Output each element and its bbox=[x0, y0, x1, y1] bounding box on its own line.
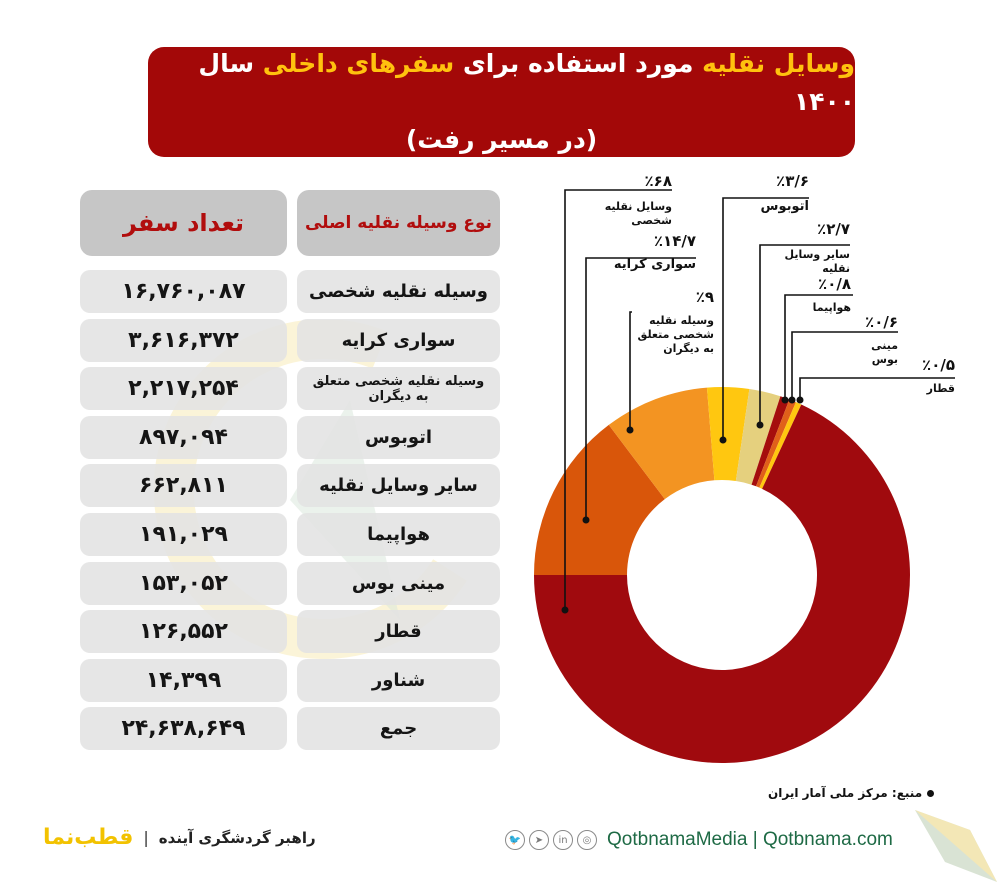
instagram-icon[interactable]: ◎ bbox=[577, 830, 597, 850]
table-row: ۱۵۳,۰۵۲ مینی بوس bbox=[80, 561, 500, 605]
leader-dot bbox=[756, 421, 764, 429]
vehicle-type: مینی بوس bbox=[297, 561, 500, 605]
leader-dot bbox=[719, 436, 727, 444]
leader-dot bbox=[788, 396, 796, 404]
vehicle-type: اتوبوس bbox=[297, 415, 500, 459]
donut-slice bbox=[534, 424, 665, 575]
linkedin-icon[interactable]: in bbox=[553, 830, 573, 850]
trip-count: ۱۴,۳۹۹ bbox=[80, 658, 287, 702]
label-personal: ٪۶۸ وسایل نقلیه شخصی bbox=[604, 172, 672, 227]
leader-line bbox=[791, 331, 898, 400]
table-row: ۶۶۲,۸۱۱ سایر وسایل نقلیه bbox=[80, 464, 500, 508]
trip-count: ۱۵۳,۰۵۲ bbox=[80, 561, 287, 605]
leader-dot bbox=[781, 396, 789, 404]
label-airplane: ٪۰/۸ هواپیما bbox=[812, 275, 851, 314]
tagline: راهبر گردشگری آینده bbox=[158, 828, 316, 847]
header-trip-count: تعداد سفر bbox=[80, 190, 287, 256]
vehicle-type: وسیله نقلیه شخصی متعلق به دیگران bbox=[297, 367, 500, 411]
label-minibus: ٪۰/۶ مینی بوس bbox=[865, 313, 898, 366]
trip-count: ۱۶,۷۶۰,۰۸۷ bbox=[80, 270, 287, 313]
leader-line bbox=[799, 377, 955, 400]
source-note: منبع: مرکز ملی آمار ایران bbox=[768, 786, 935, 800]
donut-svg bbox=[534, 189, 955, 763]
table-row-total: ۲۴,۶۳۸,۶۴۹ جمع bbox=[80, 707, 500, 751]
donut-slice bbox=[735, 389, 781, 485]
vehicle-type: سایر وسایل نقلیه bbox=[297, 464, 500, 508]
brand-footer: قطب‌نما | راهبر گردشگری آینده bbox=[43, 825, 316, 850]
label-others-vehicle: ٪۹ وسیله نقلیه شخصی متعلق به دیگران bbox=[637, 288, 714, 355]
table-header: تعداد سفر نوع وسیله نقلیه اصلی bbox=[80, 190, 500, 256]
title-line-2: (در مسیر رفت) bbox=[405, 125, 598, 154]
vehicle-type: وسیله نقلیه شخصی bbox=[297, 270, 500, 313]
donut-chart: ٪۶۸ وسایل نقلیه شخصی ٪۱۴/۷ سواری کرایه ٪… bbox=[520, 160, 1000, 780]
title-line-1: وسایل نقلیه مورد استفاده برای سفرهای داخ… bbox=[198, 49, 855, 116]
table-row: ۸۹۷,۰۹۴ اتوبوس bbox=[80, 415, 500, 459]
vehicle-type: سواری کرایه bbox=[297, 318, 500, 362]
trip-count: ۲,۲۱۷,۲۵۴ bbox=[80, 367, 287, 411]
donut-slice bbox=[706, 387, 750, 482]
trip-count: ۱۹۱,۰۲۹ bbox=[80, 512, 287, 556]
table-row: ۲,۲۱۷,۲۵۴ وسیله نقلیه شخصی متعلق به دیگر… bbox=[80, 367, 500, 411]
donut-slice bbox=[751, 396, 790, 487]
brand-logo: قطب‌نما bbox=[43, 825, 134, 850]
leader-dot bbox=[561, 606, 569, 614]
separator: | bbox=[143, 828, 149, 847]
leader-line bbox=[784, 294, 853, 400]
label-rental: ٪۱۴/۷ سواری کرایه bbox=[613, 232, 696, 272]
website-handle[interactable]: QotbnamaMedia | Qotbnama.com bbox=[607, 829, 893, 850]
trip-count: ۸۹۷,۰۹۴ bbox=[80, 415, 287, 459]
donut-slice bbox=[534, 404, 910, 763]
vehicle-type: هواپیما bbox=[297, 512, 500, 556]
header-vehicle-type: نوع وسیله نقلیه اصلی bbox=[297, 190, 500, 256]
donut-slice bbox=[608, 387, 715, 500]
trip-count: ۱۲۶,۵۵۲ bbox=[80, 610, 287, 654]
leader-dot bbox=[626, 426, 634, 434]
trip-count: ۳,۶۱۶,۳۷۲ bbox=[80, 318, 287, 362]
leader-line bbox=[629, 311, 632, 430]
donut-slice bbox=[756, 399, 796, 488]
title-banner: وسایل نقلیه مورد استفاده برای سفرهای داخ… bbox=[148, 47, 855, 157]
table-row: ۱۴,۳۹۹ شناور bbox=[80, 658, 500, 702]
leader-line bbox=[564, 189, 672, 610]
data-table: تعداد سفر نوع وسیله نقلیه اصلی ۱۶,۷۶۰,۰۸… bbox=[80, 190, 500, 756]
social-footer: 🐦 ➤ in ◎ QotbnamaMedia | Qotbnama.com bbox=[505, 829, 893, 851]
kite-decoration-icon bbox=[915, 810, 997, 882]
total-count: ۲۴,۶۳۸,۶۴۹ bbox=[80, 707, 287, 751]
vehicle-type: قطار bbox=[297, 610, 500, 654]
trip-count: ۶۶۲,۸۱۱ bbox=[80, 464, 287, 508]
label-bus: ٪۳/۶ اتوبوس bbox=[760, 172, 809, 214]
table-row: ۱۹۱,۰۲۹ هواپیما bbox=[80, 512, 500, 556]
vehicle-type: شناور bbox=[297, 658, 500, 702]
leader-line bbox=[759, 244, 850, 425]
leader-line bbox=[722, 197, 809, 440]
donut-slice bbox=[759, 402, 802, 489]
label-train: ٪۰/۵ قطار bbox=[922, 356, 955, 395]
leader-dot bbox=[582, 516, 590, 524]
twitter-icon[interactable]: 🐦 bbox=[505, 830, 525, 850]
bullet-icon bbox=[927, 789, 935, 797]
leader-line bbox=[585, 257, 696, 520]
telegram-icon[interactable]: ➤ bbox=[529, 830, 549, 850]
total-label: جمع bbox=[297, 707, 500, 751]
label-other: ٪۲/۷ سایر وسایل نقلیه bbox=[784, 220, 850, 275]
leader-dot bbox=[796, 396, 804, 404]
table-row: ۱۶,۷۶۰,۰۸۷ وسیله نقلیه شخصی bbox=[80, 270, 500, 313]
table-row: ۱۲۶,۵۵۲ قطار bbox=[80, 610, 500, 654]
table-row: ۳,۶۱۶,۳۷۲ سواری کرایه bbox=[80, 318, 500, 362]
